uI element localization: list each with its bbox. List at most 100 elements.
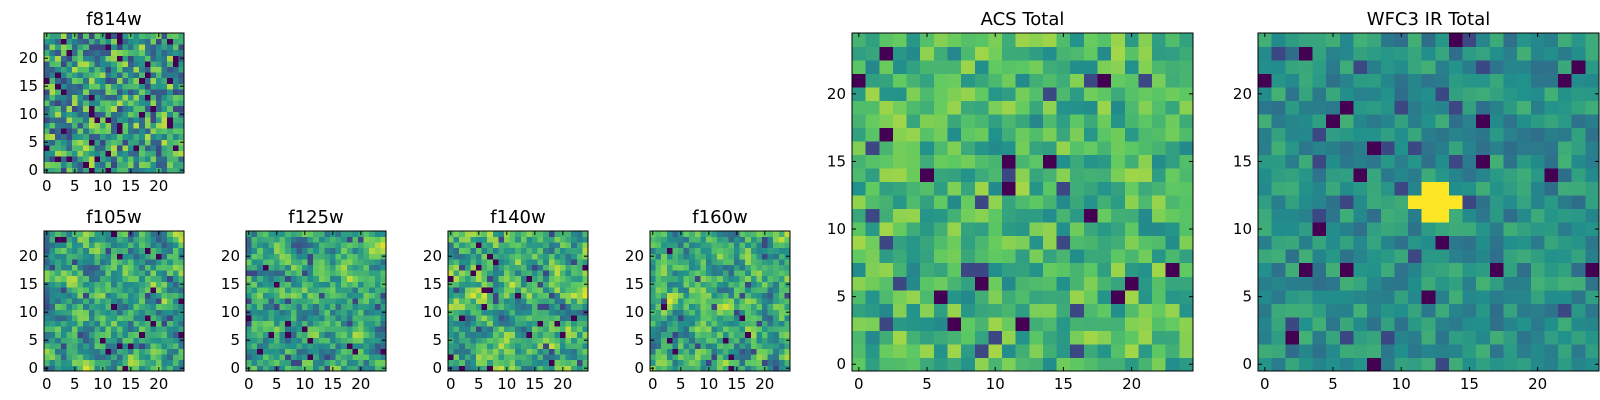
heatmap-cell: [116, 343, 123, 349]
heatmap-cell: [678, 337, 684, 344]
heatmap-cell: [262, 365, 269, 372]
heatmap-cell: [77, 264, 84, 271]
heatmap-cell: [852, 222, 867, 237]
heatmap-cell: [453, 298, 460, 305]
heatmap-cell: [128, 61, 134, 67]
heatmap-cell: [906, 343, 921, 358]
heatmap-cells-f105w: [44, 231, 185, 372]
heatmap-cell: [1111, 195, 1126, 210]
heatmap-cell: [44, 89, 50, 95]
heatmap-cell: [711, 270, 718, 277]
heatmap-cell: [700, 270, 707, 277]
heatmap-cell: [892, 208, 907, 223]
heatmap-cell: [961, 73, 976, 88]
heatmap-cell: [1042, 46, 1057, 61]
heatmap-cell: [307, 337, 314, 344]
heatmap-cell: [335, 231, 342, 237]
heatmap-cell: [906, 127, 921, 142]
heatmap-cell: [1517, 181, 1532, 196]
heatmap-cell: [156, 287, 162, 293]
heatmap-cell: [470, 259, 477, 265]
heatmap-cell: [1558, 195, 1573, 210]
y-tick-label: 15: [19, 275, 38, 293]
heatmap-cell: [167, 275, 174, 282]
heatmap-cell: [560, 264, 566, 271]
heatmap-cell: [933, 222, 948, 237]
heatmap-cell: [1408, 195, 1423, 210]
heatmap-cell: [745, 253, 752, 260]
heatmap-cell: [650, 292, 656, 299]
heatmap-cell: [464, 281, 471, 288]
heatmap-cell: [706, 348, 712, 355]
heatmap-cell: [852, 73, 867, 88]
heatmap-cell: [290, 354, 297, 361]
heatmap-cell: [717, 320, 724, 327]
heatmap-cell: [689, 354, 696, 361]
heatmap-cell: [139, 337, 146, 344]
heatmap-cell: [778, 348, 785, 355]
heatmap-cell: [1070, 73, 1085, 88]
heatmap-cell: [77, 122, 84, 129]
heatmap-cell: [178, 100, 185, 107]
heatmap-cell: [694, 259, 701, 265]
heatmap-cell: [1097, 316, 1112, 331]
heatmap-cell: [1544, 235, 1559, 250]
heatmap-cell: [66, 247, 73, 254]
heatmap-cell: [565, 247, 572, 254]
heatmap-cell: [537, 365, 544, 372]
heatmap-cell: [661, 326, 668, 333]
heatmap-cell: [49, 128, 56, 135]
heatmap-cell: [116, 122, 123, 129]
heatmap-cell: [961, 249, 976, 264]
heatmap-cell: [498, 259, 505, 265]
heatmap-cell: [1083, 357, 1098, 372]
heatmap-cell: [1271, 249, 1286, 264]
heatmap-cell: [116, 247, 123, 254]
heatmap-cell: [739, 365, 746, 372]
heatmap-cell: [268, 292, 275, 299]
heatmap-cell: [257, 348, 264, 355]
heatmap-cell: [105, 326, 112, 333]
heatmap-cell: [1271, 235, 1286, 250]
heatmap-cell: [1380, 114, 1395, 129]
heatmap-cell: [520, 315, 527, 321]
heatmap-cell: [352, 236, 359, 243]
heatmap-cell: [66, 167, 73, 174]
heatmap-cell: [161, 253, 168, 260]
heatmap-cell: [290, 337, 297, 344]
heatmap-cell: [492, 354, 499, 361]
heatmap-cell: [144, 89, 151, 95]
heatmap-cell: [678, 264, 684, 271]
heatmap-cell: [582, 343, 589, 349]
heatmap-cell: [257, 287, 264, 293]
heatmap-cell: [470, 275, 477, 282]
heatmap-cell: [1503, 262, 1518, 277]
heatmap-cell: [526, 292, 533, 299]
heatmap-cell: [94, 337, 101, 344]
heatmap-cell: [543, 343, 550, 349]
heatmap-cell: [161, 128, 168, 135]
heatmap-cell: [374, 326, 381, 333]
heatmap-cell: [72, 331, 78, 338]
heatmap-cell: [144, 236, 151, 243]
heatmap-cell: [672, 275, 679, 282]
heatmap-cell: [1585, 357, 1600, 372]
heatmap-cell: [543, 298, 550, 305]
heatmap-cell: [161, 89, 168, 95]
heatmap-cell: [576, 242, 583, 249]
heatmap-cell: [554, 287, 561, 293]
heatmap-cell: [526, 359, 533, 366]
heatmap-cell: [448, 264, 454, 271]
heatmap-cell: [879, 357, 894, 372]
heatmap-cell: [554, 259, 561, 265]
heatmap-cell: [156, 348, 162, 355]
heatmap-cell: [892, 235, 907, 250]
heatmap-cell: [1462, 114, 1477, 129]
heatmap-cell: [706, 315, 712, 321]
heatmap-cell: [784, 348, 791, 355]
heatmap-cell: [302, 331, 308, 338]
x-tick-label: 0: [244, 375, 254, 393]
heatmap-cell: [77, 49, 84, 56]
heatmap-cell: [161, 111, 168, 118]
